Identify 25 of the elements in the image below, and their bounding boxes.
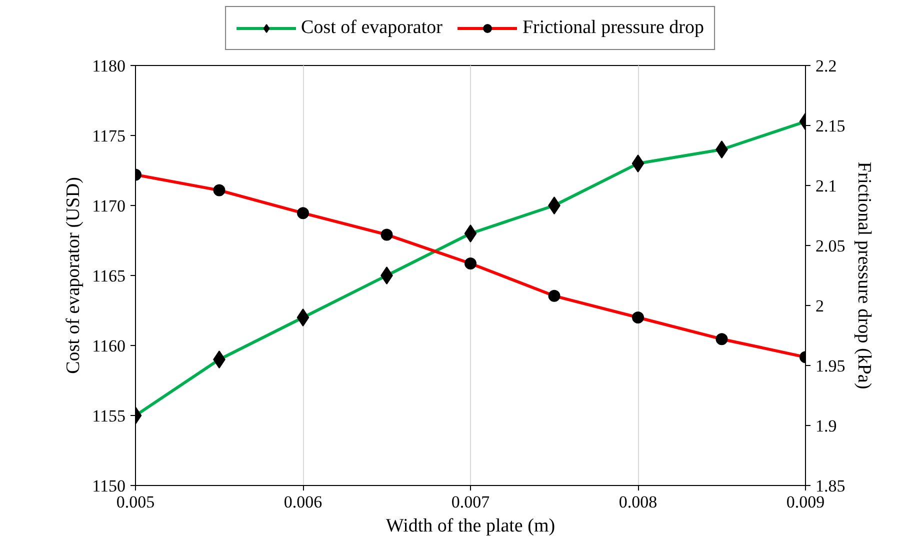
- y2-tick-label: 2: [816, 296, 824, 316]
- y2-tick-label: 2.15: [816, 116, 846, 136]
- x-tick-label: 0.009: [786, 492, 825, 512]
- x-tick-label: 0.005: [116, 492, 155, 512]
- y-tick-label: 1170: [92, 196, 126, 216]
- x-axis-title: Width of the plate (m): [386, 516, 556, 536]
- y-tick-label: 1175: [92, 126, 126, 146]
- y-tick-label: 1160: [92, 336, 126, 356]
- y-axis-title: Cost of evaporator (USD): [63, 177, 84, 374]
- legend-label: Cost of evaporator: [301, 16, 442, 38]
- y2-tick-label: 2.2: [816, 56, 837, 76]
- x-tick-label: 0.007: [451, 492, 490, 512]
- x-tick-label: 0.006: [284, 492, 322, 512]
- y2-axis-title: Frictional pressure drop (kPa): [853, 162, 874, 390]
- y-tick-label: 1180: [92, 56, 126, 76]
- y2-tick-label: 1.85: [816, 476, 846, 496]
- x-tick-label: 0.008: [618, 492, 658, 512]
- legend-label: Frictional pressure drop: [522, 16, 704, 38]
- y2-tick-label: 2.1: [816, 176, 837, 196]
- y2-tick-label: 1.9: [816, 416, 837, 436]
- y-tick-label: 1155: [92, 406, 126, 426]
- y2-tick-label: 1.95: [816, 356, 846, 376]
- y2-tick-label: 2.05: [816, 236, 846, 256]
- y-tick-label: 1150: [92, 476, 126, 496]
- y-tick-label: 1165: [92, 266, 126, 286]
